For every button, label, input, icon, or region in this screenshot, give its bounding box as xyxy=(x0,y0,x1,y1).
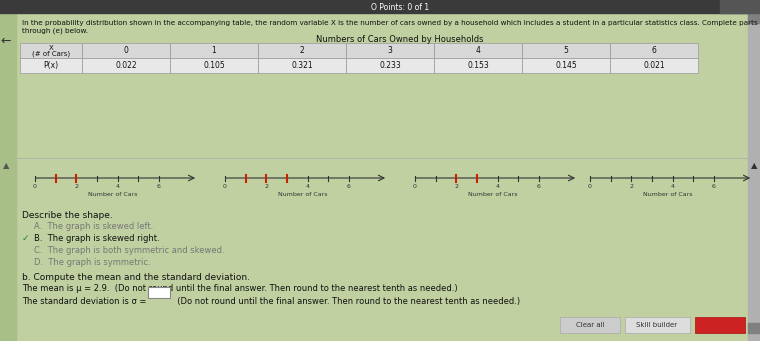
Bar xyxy=(748,323,760,333)
Text: 1: 1 xyxy=(211,46,217,55)
Text: 6: 6 xyxy=(712,184,716,189)
Text: 2: 2 xyxy=(629,184,633,189)
Bar xyxy=(258,58,346,73)
Text: 3: 3 xyxy=(388,46,392,55)
Text: 2: 2 xyxy=(74,184,78,189)
Text: O Points: 0 of 1: O Points: 0 of 1 xyxy=(371,2,429,12)
Text: In the probability distribution shown in the accompanying table, the random vari: In the probability distribution shown in… xyxy=(22,19,760,26)
Text: Number of Cars: Number of Cars xyxy=(277,192,328,197)
Bar xyxy=(346,58,434,73)
Bar xyxy=(82,43,170,58)
Text: 6: 6 xyxy=(651,46,657,55)
Text: 6: 6 xyxy=(537,184,541,189)
Text: 5: 5 xyxy=(564,46,568,55)
Text: 4: 4 xyxy=(670,184,675,189)
Text: Numbers of Cars Owned by Households: Numbers of Cars Owned by Households xyxy=(316,35,484,44)
Bar xyxy=(0,0,16,341)
Bar xyxy=(625,317,690,333)
Text: 0.321: 0.321 xyxy=(291,61,313,70)
Bar xyxy=(560,317,620,333)
Text: 2: 2 xyxy=(299,46,304,55)
Text: 4: 4 xyxy=(476,46,480,55)
Text: 0: 0 xyxy=(413,184,417,189)
Text: A.  The graph is skewed left.: A. The graph is skewed left. xyxy=(34,222,154,231)
Text: 0: 0 xyxy=(33,184,37,189)
Text: P(x): P(x) xyxy=(43,61,59,70)
Text: 0.022: 0.022 xyxy=(116,61,137,70)
Text: ▲: ▲ xyxy=(751,162,757,170)
Bar xyxy=(0,0,760,13)
Text: Clear all: Clear all xyxy=(575,322,604,328)
Bar xyxy=(346,43,434,58)
Bar xyxy=(20,43,82,58)
Bar xyxy=(748,13,760,23)
Text: 0: 0 xyxy=(223,184,227,189)
Bar xyxy=(610,43,698,58)
Text: 0.153: 0.153 xyxy=(467,61,489,70)
Text: C.  The graph is both symmetric and skewed.: C. The graph is both symmetric and skewe… xyxy=(34,246,225,255)
Text: Number of Cars: Number of Cars xyxy=(643,192,692,197)
Text: 0.105: 0.105 xyxy=(203,61,225,70)
Text: 0.145: 0.145 xyxy=(555,61,577,70)
Text: 0: 0 xyxy=(124,46,128,55)
Text: Skill builder: Skill builder xyxy=(636,322,678,328)
Text: Describe the shape.: Describe the shape. xyxy=(22,211,112,220)
Text: 4: 4 xyxy=(496,184,499,189)
Bar xyxy=(434,58,522,73)
Text: Number of Cars: Number of Cars xyxy=(87,192,138,197)
Text: The mean is μ = 2.9.  (Do not round until the final answer. Then round to the ne: The mean is μ = 2.9. (Do not round until… xyxy=(22,284,458,293)
Text: through (e) below.: through (e) below. xyxy=(22,28,88,34)
Bar xyxy=(258,43,346,58)
Text: B.  The graph is skewed right.: B. The graph is skewed right. xyxy=(34,234,160,243)
Text: (Do not round until the final answer. Then round to the nearest tenth as needed.: (Do not round until the final answer. Th… xyxy=(172,297,520,306)
Bar xyxy=(695,317,745,333)
Text: 2: 2 xyxy=(264,184,268,189)
Text: ✓: ✓ xyxy=(22,234,30,243)
Text: 6: 6 xyxy=(157,184,161,189)
Text: 0.021: 0.021 xyxy=(643,61,665,70)
Text: ←: ← xyxy=(1,34,11,47)
Text: 4: 4 xyxy=(116,184,119,189)
Bar xyxy=(720,0,760,13)
Text: D.  The graph is symmetric.: D. The graph is symmetric. xyxy=(34,258,150,267)
Text: 2: 2 xyxy=(454,184,458,189)
Bar xyxy=(522,58,610,73)
Text: 0: 0 xyxy=(588,184,592,189)
Text: 4: 4 xyxy=(306,184,309,189)
Text: ▲: ▲ xyxy=(3,162,9,170)
Bar xyxy=(148,287,170,298)
Text: The standard deviation is σ =: The standard deviation is σ = xyxy=(22,297,147,306)
Text: 0.233: 0.233 xyxy=(379,61,401,70)
Text: X: X xyxy=(49,45,53,51)
Bar xyxy=(748,0,760,341)
Bar xyxy=(82,58,170,73)
Bar xyxy=(170,43,258,58)
Bar xyxy=(610,58,698,73)
Text: (# of Cars): (# of Cars) xyxy=(32,50,70,57)
Text: 6: 6 xyxy=(347,184,351,189)
Bar xyxy=(170,58,258,73)
Text: Number of Cars: Number of Cars xyxy=(467,192,518,197)
Bar xyxy=(522,43,610,58)
Bar xyxy=(434,43,522,58)
Bar xyxy=(20,58,82,73)
Text: b. Compute the mean and the standard deviation.: b. Compute the mean and the standard dev… xyxy=(22,273,250,282)
